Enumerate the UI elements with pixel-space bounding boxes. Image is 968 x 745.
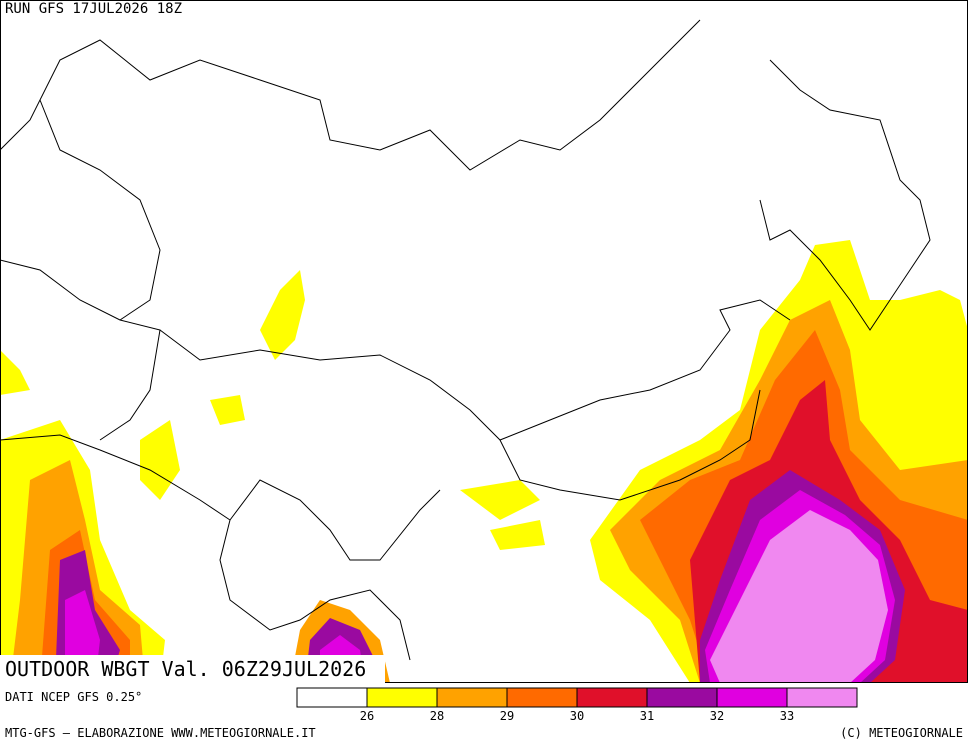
legend-swatch bbox=[576, 687, 648, 708]
wbgt-field bbox=[0, 240, 968, 683]
wbgt-area bbox=[710, 510, 888, 683]
legend-swatch bbox=[716, 687, 788, 708]
legend-tick-label: 31 bbox=[640, 709, 654, 723]
coastline bbox=[759, 59, 931, 331]
footer-left: MTG-GFS – ELABORAZIONE WWW.METEOGIORNALE… bbox=[5, 726, 316, 740]
legend-tick-label: 32 bbox=[710, 709, 724, 723]
legend-tick-label: 33 bbox=[780, 709, 794, 723]
legend-tick-label: 30 bbox=[570, 709, 584, 723]
legend-tick-label: 28 bbox=[430, 709, 444, 723]
coastline bbox=[0, 19, 701, 171]
legend-swatch bbox=[786, 687, 858, 708]
wbgt-area bbox=[140, 420, 180, 500]
data-source: DATI NCEP GFS 0.25° bbox=[5, 690, 142, 704]
border-line bbox=[0, 434, 441, 561]
legend-tick-label: 29 bbox=[500, 709, 514, 723]
legend-swatch bbox=[436, 687, 508, 708]
wbgt-area bbox=[460, 480, 540, 520]
legend-swatch bbox=[646, 687, 718, 708]
wbgt-area bbox=[490, 520, 545, 550]
border-line bbox=[159, 299, 791, 441]
borders bbox=[0, 19, 931, 661]
run-label: RUN GFS 17JUL2026 18Z bbox=[5, 1, 182, 17]
border-line bbox=[0, 259, 161, 441]
color-legend: 26 28 29 30 31 32 33 bbox=[296, 687, 858, 723]
footer-right: (C) METEOGIORNALE bbox=[840, 726, 963, 740]
legend-swatch bbox=[296, 687, 368, 708]
legend-tick-label: 26 bbox=[360, 709, 374, 723]
title-background bbox=[0, 655, 385, 683]
legend-swatch bbox=[506, 687, 578, 708]
wbgt-area bbox=[210, 395, 245, 425]
wbgt-area bbox=[260, 270, 305, 360]
border-line bbox=[499, 389, 761, 501]
map-title: OUTDOOR WBGT Val. 06Z29JUL2026 bbox=[5, 657, 366, 681]
border-line bbox=[39, 99, 161, 321]
legend-swatch bbox=[366, 687, 438, 708]
wbgt-area bbox=[0, 350, 30, 395]
border-line bbox=[219, 519, 411, 661]
